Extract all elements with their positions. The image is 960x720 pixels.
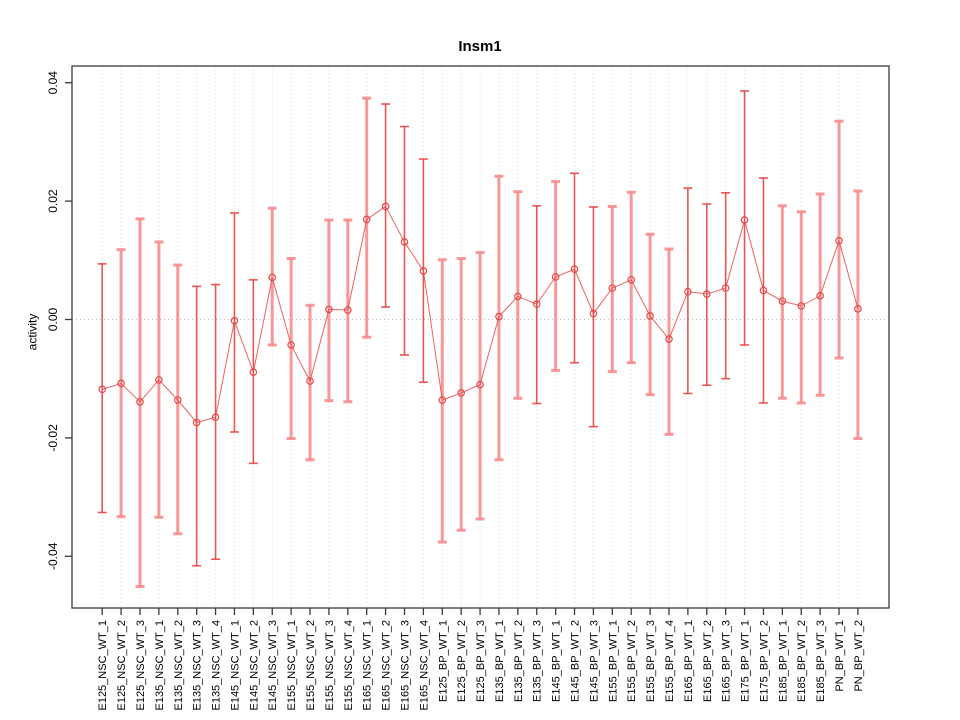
data-point <box>344 306 352 314</box>
x-tick-label: E165_NSC_WT_3 <box>399 620 411 711</box>
x-tick-label: E125_NSC_WT_1 <box>97 620 109 711</box>
data-point <box>306 377 314 385</box>
x-tick-label: E175_BP_WT_1 <box>740 620 752 702</box>
data-point <box>740 216 749 224</box>
x-tick-label: E155_BP_WT_2 <box>626 620 638 702</box>
x-tick-label: E155_BP_WT_1 <box>607 620 619 702</box>
data-point <box>835 236 843 245</box>
x-tick-label: E185_BP_WT_3 <box>815 620 827 702</box>
x-tick-label: E135_NSC_WT_2 <box>173 620 185 711</box>
x-tick-label: E145_NSC_WT_2 <box>248 620 260 711</box>
x-tick-label: E145_BP_WT_1 <box>551 620 563 702</box>
y-tick-label: 0.00 <box>46 307 60 331</box>
data-point <box>249 368 258 376</box>
data-point <box>514 292 522 301</box>
x-tick-label: E165_BP_WT_2 <box>702 620 714 702</box>
data-point <box>608 284 617 292</box>
chart-title: Insm1 <box>458 38 502 55</box>
data-point <box>136 397 144 406</box>
x-tick-label: E155_BP_WT_3 <box>645 620 657 702</box>
x-tick-label: E165_BP_WT_3 <box>721 620 733 702</box>
x-tick-label: PN_BP_WT_2 <box>853 620 865 692</box>
data-point <box>816 292 824 300</box>
x-tick-label: E165_NSC_WT_4 <box>418 620 430 711</box>
y-tick-label: -0.04 <box>46 542 60 570</box>
data-point <box>702 290 711 298</box>
series-line <box>102 205 859 424</box>
data-point <box>721 284 730 292</box>
data-point <box>551 273 560 281</box>
x-tick-label: E145_NSC_WT_3 <box>267 620 279 711</box>
data-point <box>495 312 503 321</box>
data-point <box>400 238 409 246</box>
data-point <box>570 265 579 273</box>
x-tick-label: E155_NSC_WT_1 <box>286 620 298 711</box>
data-point <box>532 300 541 308</box>
x-tick-label: E165_NSC_WT_1 <box>362 620 374 711</box>
data-point <box>797 302 806 310</box>
x-tick-label: E135_BP_WT_3 <box>532 620 544 702</box>
x-tick-label: E155_BP_WT_4 <box>664 620 676 702</box>
x-tick-label: E145_NSC_WT_1 <box>229 620 241 711</box>
x-tick-label: PN_BP_WT_1 <box>834 620 846 692</box>
data-point <box>230 316 239 325</box>
data-point <box>362 215 371 224</box>
data-point <box>211 413 220 421</box>
data-point <box>854 305 862 313</box>
y-tick-label: 0.02 <box>46 189 60 213</box>
data-point <box>759 286 768 295</box>
x-tick-label: E135_NSC_WT_4 <box>211 620 223 711</box>
data-point <box>192 418 201 427</box>
data-point <box>173 396 182 404</box>
x-tick-label: E135_BP_WT_1 <box>494 620 506 702</box>
data-point <box>155 376 163 384</box>
data-point <box>117 379 125 388</box>
x-tick-label: E155_NSC_WT_4 <box>343 620 355 711</box>
data-point <box>268 273 277 282</box>
data-point <box>98 385 107 394</box>
x-tick-label: E135_BP_WT_2 <box>513 620 525 702</box>
data-point <box>589 309 598 318</box>
data-point <box>287 341 295 349</box>
data-point <box>381 202 390 211</box>
data-point <box>646 312 654 320</box>
data-point <box>438 396 447 404</box>
x-tick-label: E125_BP_WT_3 <box>475 620 487 702</box>
data-point <box>684 287 692 296</box>
data-point <box>419 267 428 275</box>
y-tick-label: -0.02 <box>46 424 60 452</box>
x-tick-label: E135_NSC_WT_3 <box>192 620 204 711</box>
x-tick-label: E185_BP_WT_2 <box>796 620 808 702</box>
data-point <box>476 380 484 389</box>
x-tick-label: E135_NSC_WT_1 <box>154 620 166 711</box>
data-point <box>627 276 636 284</box>
x-tick-label: E145_BP_WT_2 <box>570 620 582 702</box>
y-axis-label: activity <box>25 313 40 351</box>
x-tick-label: E125_NSC_WT_2 <box>116 620 128 711</box>
y-tick-label: 0.04 <box>46 71 60 95</box>
x-tick-label: E125_BP_WT_2 <box>456 620 468 702</box>
x-tick-label: E185_BP_WT_1 <box>777 620 789 702</box>
x-tick-label: E145_BP_WT_3 <box>588 620 600 702</box>
x-tick-label: E125_BP_WT_1 <box>437 620 449 702</box>
data-point <box>325 305 333 314</box>
x-tick-label: E165_NSC_WT_2 <box>381 620 393 711</box>
x-tick-label: E175_BP_WT_2 <box>758 620 770 702</box>
x-tick-label: E125_NSC_WT_3 <box>135 620 147 711</box>
x-tick-label: E155_NSC_WT_3 <box>324 620 336 711</box>
data-point <box>778 297 787 305</box>
data-point <box>457 389 465 397</box>
data-point <box>665 335 673 343</box>
x-tick-label: E155_NSC_WT_2 <box>305 620 317 711</box>
x-tick-label: E165_BP_WT_1 <box>683 620 695 702</box>
